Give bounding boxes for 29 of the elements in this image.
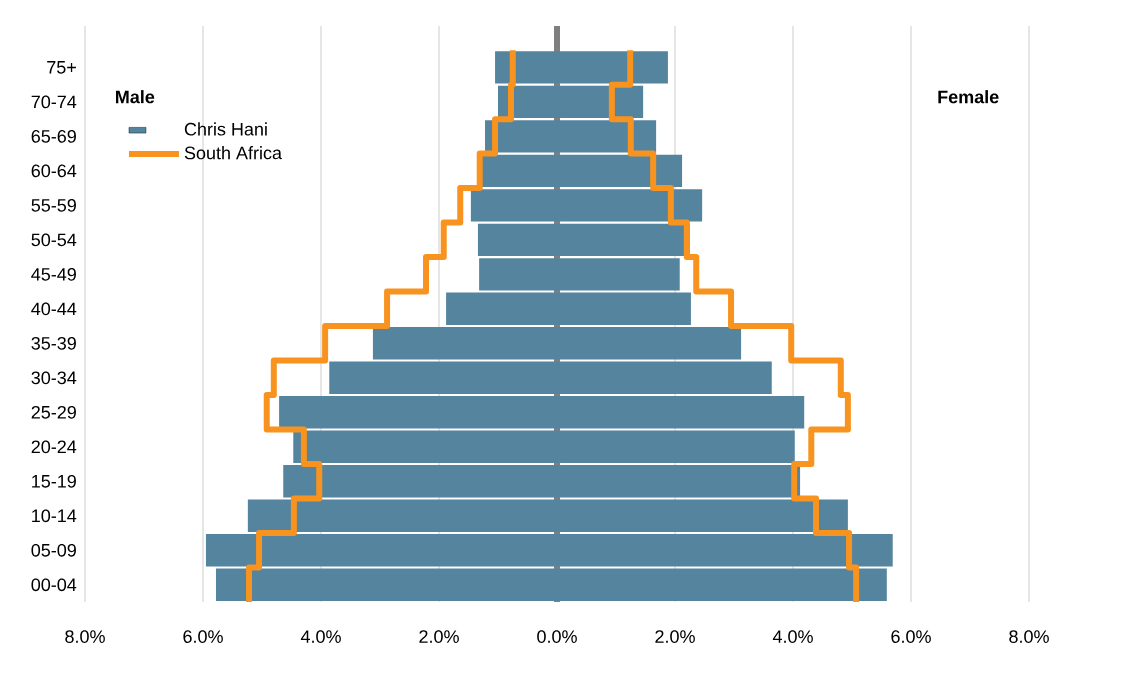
legend-label: Chris Hani xyxy=(184,122,267,136)
y-tick-label: 75+ xyxy=(47,61,76,74)
x-tick-label: 0.0% xyxy=(537,630,577,643)
y-tick-label: 05-09 xyxy=(31,543,76,557)
x-tick-label: 8.0% xyxy=(65,630,105,643)
x-tick-label: 8.0% xyxy=(1009,630,1049,643)
annotation: Male xyxy=(116,90,155,104)
y-tick-label: 55-59 xyxy=(31,198,76,212)
y-tick-label: 60-64 xyxy=(31,164,77,178)
y-tick-label: 65-69 xyxy=(31,129,76,143)
y-tick-label: 70-74 xyxy=(31,95,77,109)
y-tick-label: 00-04 xyxy=(31,578,77,592)
x-tick-label: 4.0% xyxy=(300,630,341,643)
y-tick-label: 10-14 xyxy=(32,509,77,523)
y-tick-label: 25-29 xyxy=(31,405,76,419)
y-tick-label: 40-44 xyxy=(31,302,77,316)
y-tick-label: 30-34 xyxy=(31,371,77,385)
x-tick-label: 2.0% xyxy=(655,630,695,643)
y-tick-label: 50-54 xyxy=(31,233,77,247)
y-tick-label: 20-24 xyxy=(31,440,77,454)
x-tick-label: 6.0% xyxy=(183,630,223,643)
legend-label: South Africa xyxy=(184,146,282,160)
x-tick-label: 4.0% xyxy=(772,630,813,643)
y-tick-label: 45-49 xyxy=(31,267,76,281)
x-tick-label: 2.0% xyxy=(419,630,459,643)
annotation: Female xyxy=(938,90,999,104)
y-tick-label: 35-39 xyxy=(31,336,76,350)
y-tick-label: 15-19 xyxy=(32,474,76,488)
x-tick-label: 6.0% xyxy=(891,630,931,643)
